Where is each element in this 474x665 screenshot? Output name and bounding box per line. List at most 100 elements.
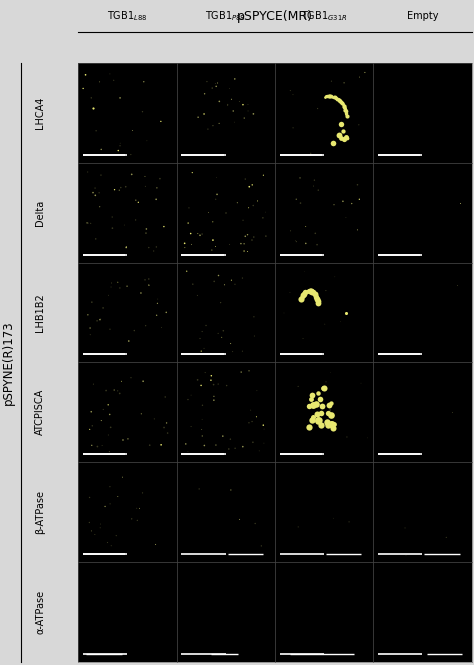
- Point: [239, 99, 247, 110]
- Point: [238, 346, 246, 356]
- Point: [210, 276, 218, 287]
- Point: [237, 367, 245, 378]
- Point: [250, 311, 258, 322]
- Point: [214, 269, 222, 280]
- Point: [214, 328, 222, 338]
- Point: [207, 375, 215, 386]
- Point: [116, 283, 124, 293]
- Point: [106, 409, 113, 420]
- Point: [322, 376, 330, 387]
- Point: [309, 286, 316, 297]
- Point: [313, 409, 321, 420]
- Point: [250, 108, 257, 119]
- Point: [356, 72, 363, 82]
- Point: [222, 207, 230, 218]
- Point: [343, 110, 350, 121]
- Point: [205, 207, 212, 217]
- Point: [114, 386, 121, 396]
- Point: [160, 422, 168, 433]
- Point: [355, 120, 363, 130]
- Point: [125, 336, 133, 346]
- Point: [310, 287, 317, 298]
- Point: [157, 116, 164, 127]
- Point: [88, 406, 95, 417]
- Point: [84, 309, 91, 320]
- Point: [135, 197, 142, 207]
- Point: [305, 422, 312, 432]
- Point: [342, 106, 350, 116]
- Point: [201, 440, 208, 451]
- Point: [328, 76, 335, 86]
- Point: [114, 277, 122, 287]
- Point: [302, 286, 310, 297]
- Point: [357, 378, 365, 388]
- Point: [136, 503, 143, 513]
- Point: [98, 440, 106, 451]
- Point: [226, 239, 233, 250]
- Point: [189, 168, 196, 178]
- Point: [456, 198, 464, 208]
- Point: [307, 394, 314, 404]
- Point: [132, 215, 139, 225]
- Point: [311, 288, 319, 299]
- Point: [164, 428, 172, 438]
- Text: pSPYNE(R)173: pSPYNE(R)173: [2, 320, 15, 405]
- Point: [107, 282, 115, 293]
- Text: pSPYCE(MR): pSPYCE(MR): [237, 10, 313, 23]
- Point: [315, 388, 322, 399]
- Point: [111, 184, 118, 195]
- Point: [245, 366, 253, 376]
- Point: [302, 221, 310, 232]
- Point: [314, 295, 322, 306]
- Point: [314, 415, 322, 426]
- Point: [158, 322, 165, 332]
- Point: [224, 100, 231, 110]
- Point: [320, 382, 328, 393]
- Point: [105, 430, 112, 440]
- Point: [443, 532, 450, 543]
- Point: [322, 91, 330, 102]
- Point: [312, 290, 319, 301]
- Point: [340, 102, 348, 112]
- Point: [241, 231, 249, 241]
- Point: [260, 170, 267, 180]
- Point: [318, 400, 326, 411]
- Point: [145, 280, 153, 291]
- Point: [313, 293, 321, 304]
- Point: [354, 225, 361, 235]
- Point: [292, 194, 300, 205]
- Point: [96, 523, 104, 533]
- Point: [286, 287, 294, 298]
- Point: [244, 99, 252, 110]
- Point: [231, 117, 238, 128]
- Point: [328, 91, 335, 102]
- Point: [197, 380, 205, 391]
- Point: [123, 281, 131, 291]
- Point: [219, 325, 227, 336]
- Point: [330, 92, 337, 102]
- Point: [321, 319, 328, 329]
- Point: [210, 379, 218, 390]
- Point: [306, 285, 314, 296]
- Point: [193, 290, 201, 301]
- Point: [134, 515, 141, 526]
- Point: [210, 395, 218, 406]
- Point: [116, 140, 124, 151]
- Point: [314, 103, 321, 114]
- Point: [213, 172, 220, 183]
- Point: [296, 173, 304, 184]
- Point: [114, 386, 122, 396]
- Point: [143, 136, 151, 146]
- Point: [114, 145, 122, 156]
- Point: [223, 380, 230, 391]
- Point: [262, 231, 270, 241]
- Point: [323, 416, 331, 427]
- Point: [324, 91, 331, 102]
- Point: [342, 132, 350, 142]
- Point: [217, 297, 224, 308]
- Point: [199, 431, 206, 442]
- Point: [240, 245, 248, 256]
- Point: [198, 424, 206, 435]
- Point: [116, 185, 123, 196]
- Point: [335, 94, 342, 104]
